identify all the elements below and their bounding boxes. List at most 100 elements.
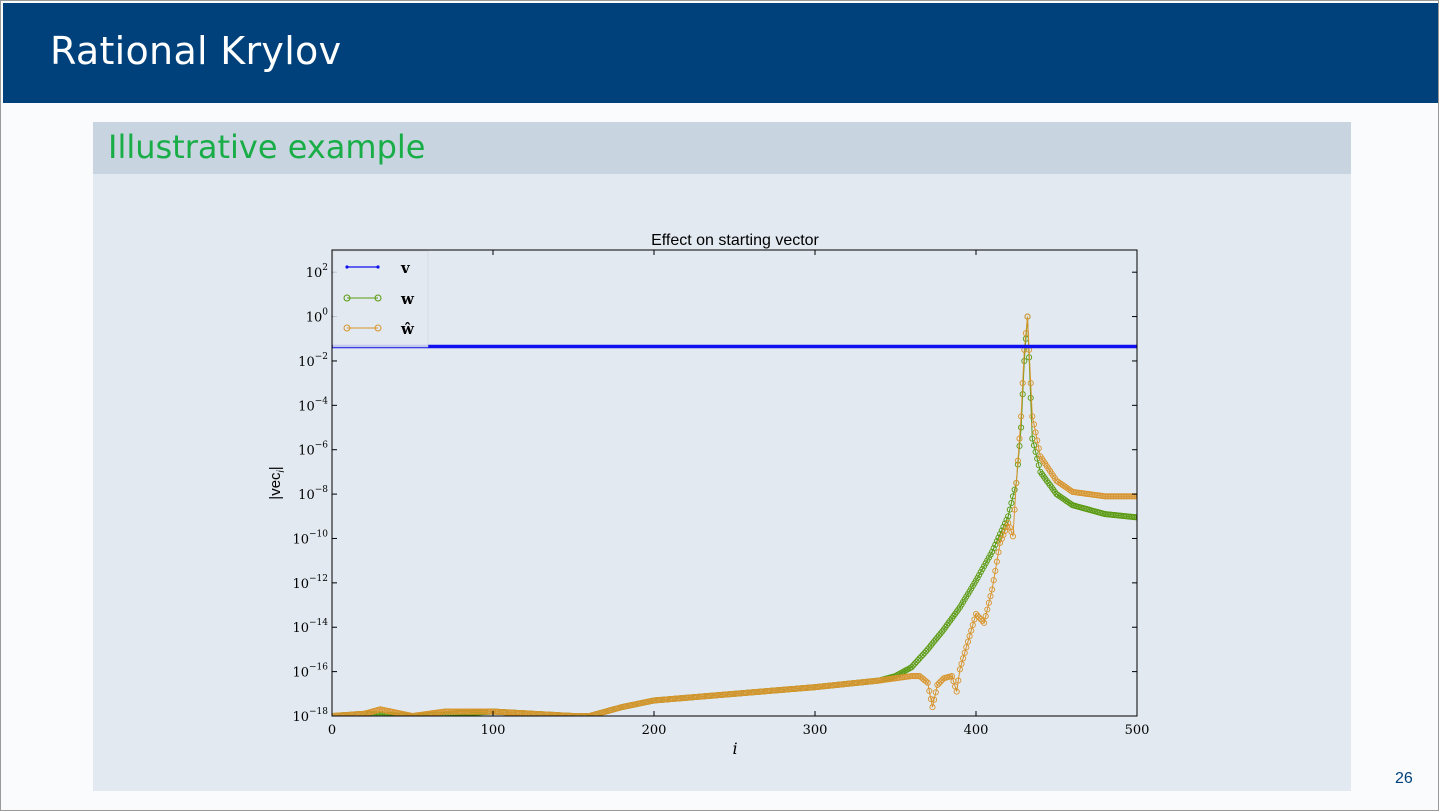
data-point <box>964 638 972 645</box>
data-point <box>998 535 1005 542</box>
data-point <box>916 655 923 662</box>
legend-marker-w <box>374 294 382 302</box>
x-tick-label: 400 <box>964 723 989 738</box>
data-point <box>584 712 592 716</box>
data-point <box>1035 462 1042 469</box>
data-point <box>927 695 934 703</box>
data-point <box>990 577 997 584</box>
data-point <box>1016 435 1023 442</box>
data-point <box>995 549 1002 556</box>
chart-title: Effect on starting vector <box>651 232 819 249</box>
data-point <box>1009 533 1017 540</box>
legend-marker-v <box>345 265 349 269</box>
data-point <box>583 712 590 716</box>
data-point <box>1011 506 1018 513</box>
data-point <box>919 651 926 658</box>
data-point <box>956 666 963 673</box>
y-tick-label: 102 <box>306 263 328 281</box>
data-point <box>952 683 959 690</box>
data-point <box>993 558 1000 565</box>
data-point <box>939 676 946 683</box>
data-point <box>924 679 931 686</box>
data-point <box>995 534 1002 541</box>
data-point <box>914 657 922 664</box>
data-point <box>963 644 970 651</box>
slide-header: Rational Krylov <box>3 3 1438 103</box>
block-title: Illustrative example <box>108 128 426 166</box>
data-point <box>572 712 579 716</box>
data-point <box>576 712 583 716</box>
data-point <box>923 648 930 655</box>
data-point <box>981 619 988 626</box>
data-point <box>1000 523 1007 530</box>
data-point <box>972 610 980 617</box>
series-w <box>332 313 1137 716</box>
data-point <box>989 548 996 555</box>
data-point <box>977 568 984 576</box>
data-point <box>985 599 992 606</box>
data-point <box>931 638 938 645</box>
y-tick-label: 10−2 <box>298 352 328 370</box>
data-point <box>934 681 941 688</box>
legend-entry-what: ŵ <box>343 320 415 338</box>
data-point <box>1003 523 1010 530</box>
data-point <box>908 664 915 671</box>
data-point <box>929 704 936 711</box>
data-point <box>1030 442 1038 449</box>
data-point <box>1133 493 1137 500</box>
data-point <box>580 712 587 716</box>
data-point <box>1008 499 1015 507</box>
data-point <box>989 586 996 593</box>
y-tick-label: 100 <box>306 308 329 326</box>
legend-entry-w: w <box>343 290 415 308</box>
data-point <box>1030 421 1038 428</box>
data-point <box>1013 479 1020 487</box>
data-point <box>1032 429 1039 436</box>
legend-marker-what <box>374 324 382 332</box>
y-tick-label: 10−16 <box>292 663 328 681</box>
data-point <box>1022 330 1029 337</box>
y-axis-label: |veci| <box>267 466 287 499</box>
y-tick-label: 10−18 <box>292 707 328 725</box>
y-tick-label: 10−6 <box>298 441 328 459</box>
data-point <box>960 655 967 662</box>
x-tick-label: 100 <box>481 723 506 738</box>
data-point <box>968 627 975 634</box>
series-line <box>333 316 1137 716</box>
data-point <box>1018 424 1025 431</box>
data-point <box>931 696 938 703</box>
legend-label-w: w <box>400 290 415 308</box>
data-point <box>926 687 933 694</box>
data-point <box>581 712 588 716</box>
example-block: Illustrative example <box>93 122 1351 791</box>
y-tick-label: 10−4 <box>298 396 328 414</box>
data-point <box>997 539 1004 546</box>
data-point <box>993 538 1000 545</box>
data-point <box>578 712 585 716</box>
data-point <box>987 593 994 600</box>
data-point <box>958 660 965 667</box>
data-point <box>1019 380 1026 387</box>
x-axis-label: i <box>732 739 737 758</box>
data-point <box>969 621 976 629</box>
y-axis-label-main: |vec <box>267 472 284 500</box>
data-point <box>1027 380 1034 387</box>
x-ticks: 0 100 200 300 400 500 <box>328 250 1149 738</box>
data-point <box>923 678 930 685</box>
data-point <box>982 560 989 567</box>
x-tick-label: 300 <box>803 723 828 738</box>
data-point <box>1001 527 1009 534</box>
data-point <box>955 677 962 684</box>
data-point <box>992 567 999 574</box>
data-point <box>570 712 577 716</box>
data-point <box>977 616 984 623</box>
data-point <box>974 574 981 581</box>
legend: v w ŵ <box>332 250 429 348</box>
data-point <box>1034 437 1041 444</box>
data-point <box>1032 448 1039 455</box>
data-point <box>976 571 983 578</box>
data-point <box>935 680 943 687</box>
data-point <box>911 660 918 667</box>
